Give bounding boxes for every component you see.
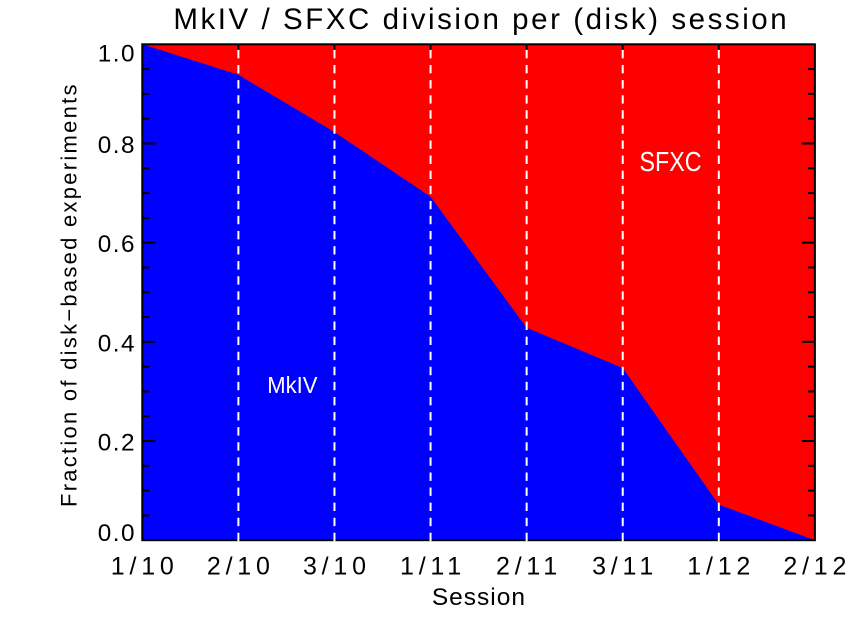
svg-text:1/12: 1/12: [687, 553, 755, 581]
svg-text:SFXC: SFXC: [640, 147, 702, 177]
svg-text:Fraction of disk−based experim: Fraction of disk−based experiments: [56, 82, 81, 507]
svg-text:0.8: 0.8: [98, 132, 136, 159]
svg-text:0.4: 0.4: [98, 330, 136, 357]
svg-text:0.6: 0.6: [98, 231, 136, 258]
svg-text:3/10: 3/10: [303, 553, 371, 581]
svg-text:Session: Session: [432, 584, 526, 611]
svg-text:2/12: 2/12: [783, 553, 851, 581]
svg-text:1/11: 1/11: [400, 553, 466, 581]
svg-text:3/11: 3/11: [592, 553, 658, 581]
svg-text:MkIV: MkIV: [267, 373, 317, 399]
svg-text:1.0: 1.0: [98, 41, 136, 68]
svg-text:0.0: 0.0: [98, 520, 136, 547]
svg-text:MkIV / SFXC division per (disk: MkIV / SFXC division per (disk) session: [173, 3, 789, 36]
svg-text:2/10: 2/10: [207, 553, 275, 581]
svg-text:0.2: 0.2: [98, 430, 136, 457]
svg-text:2/11: 2/11: [496, 553, 562, 581]
svg-text:1/10: 1/10: [111, 553, 179, 581]
